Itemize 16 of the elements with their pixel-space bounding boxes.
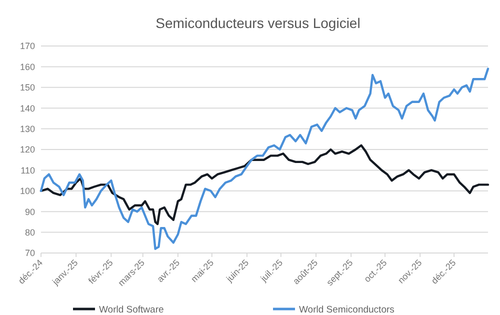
y-tick-label: 170 bbox=[20, 41, 35, 52]
y-tick-label: 90 bbox=[24, 206, 35, 217]
y-tick-label: 100 bbox=[20, 186, 35, 196]
line-series bbox=[40, 68, 490, 250]
y-tick-label: 130 bbox=[20, 124, 35, 134]
y-tick-label: 80 bbox=[24, 227, 35, 238]
legend-label: World Software bbox=[99, 304, 164, 315]
y-tick-label: 110 bbox=[20, 165, 35, 176]
legend-label: World Semiconductors bbox=[299, 304, 395, 315]
line-series bbox=[40, 144, 490, 226]
y-tick-label: 160 bbox=[20, 62, 35, 72]
y-tick-label: 120 bbox=[20, 144, 35, 155]
y-tick-label: 150 bbox=[20, 82, 35, 93]
y-tick-label: 70 bbox=[24, 248, 35, 258]
y-tick-label: 140 bbox=[20, 103, 35, 114]
chart-title: Semiconducteurs versus Logiciel bbox=[156, 15, 360, 31]
